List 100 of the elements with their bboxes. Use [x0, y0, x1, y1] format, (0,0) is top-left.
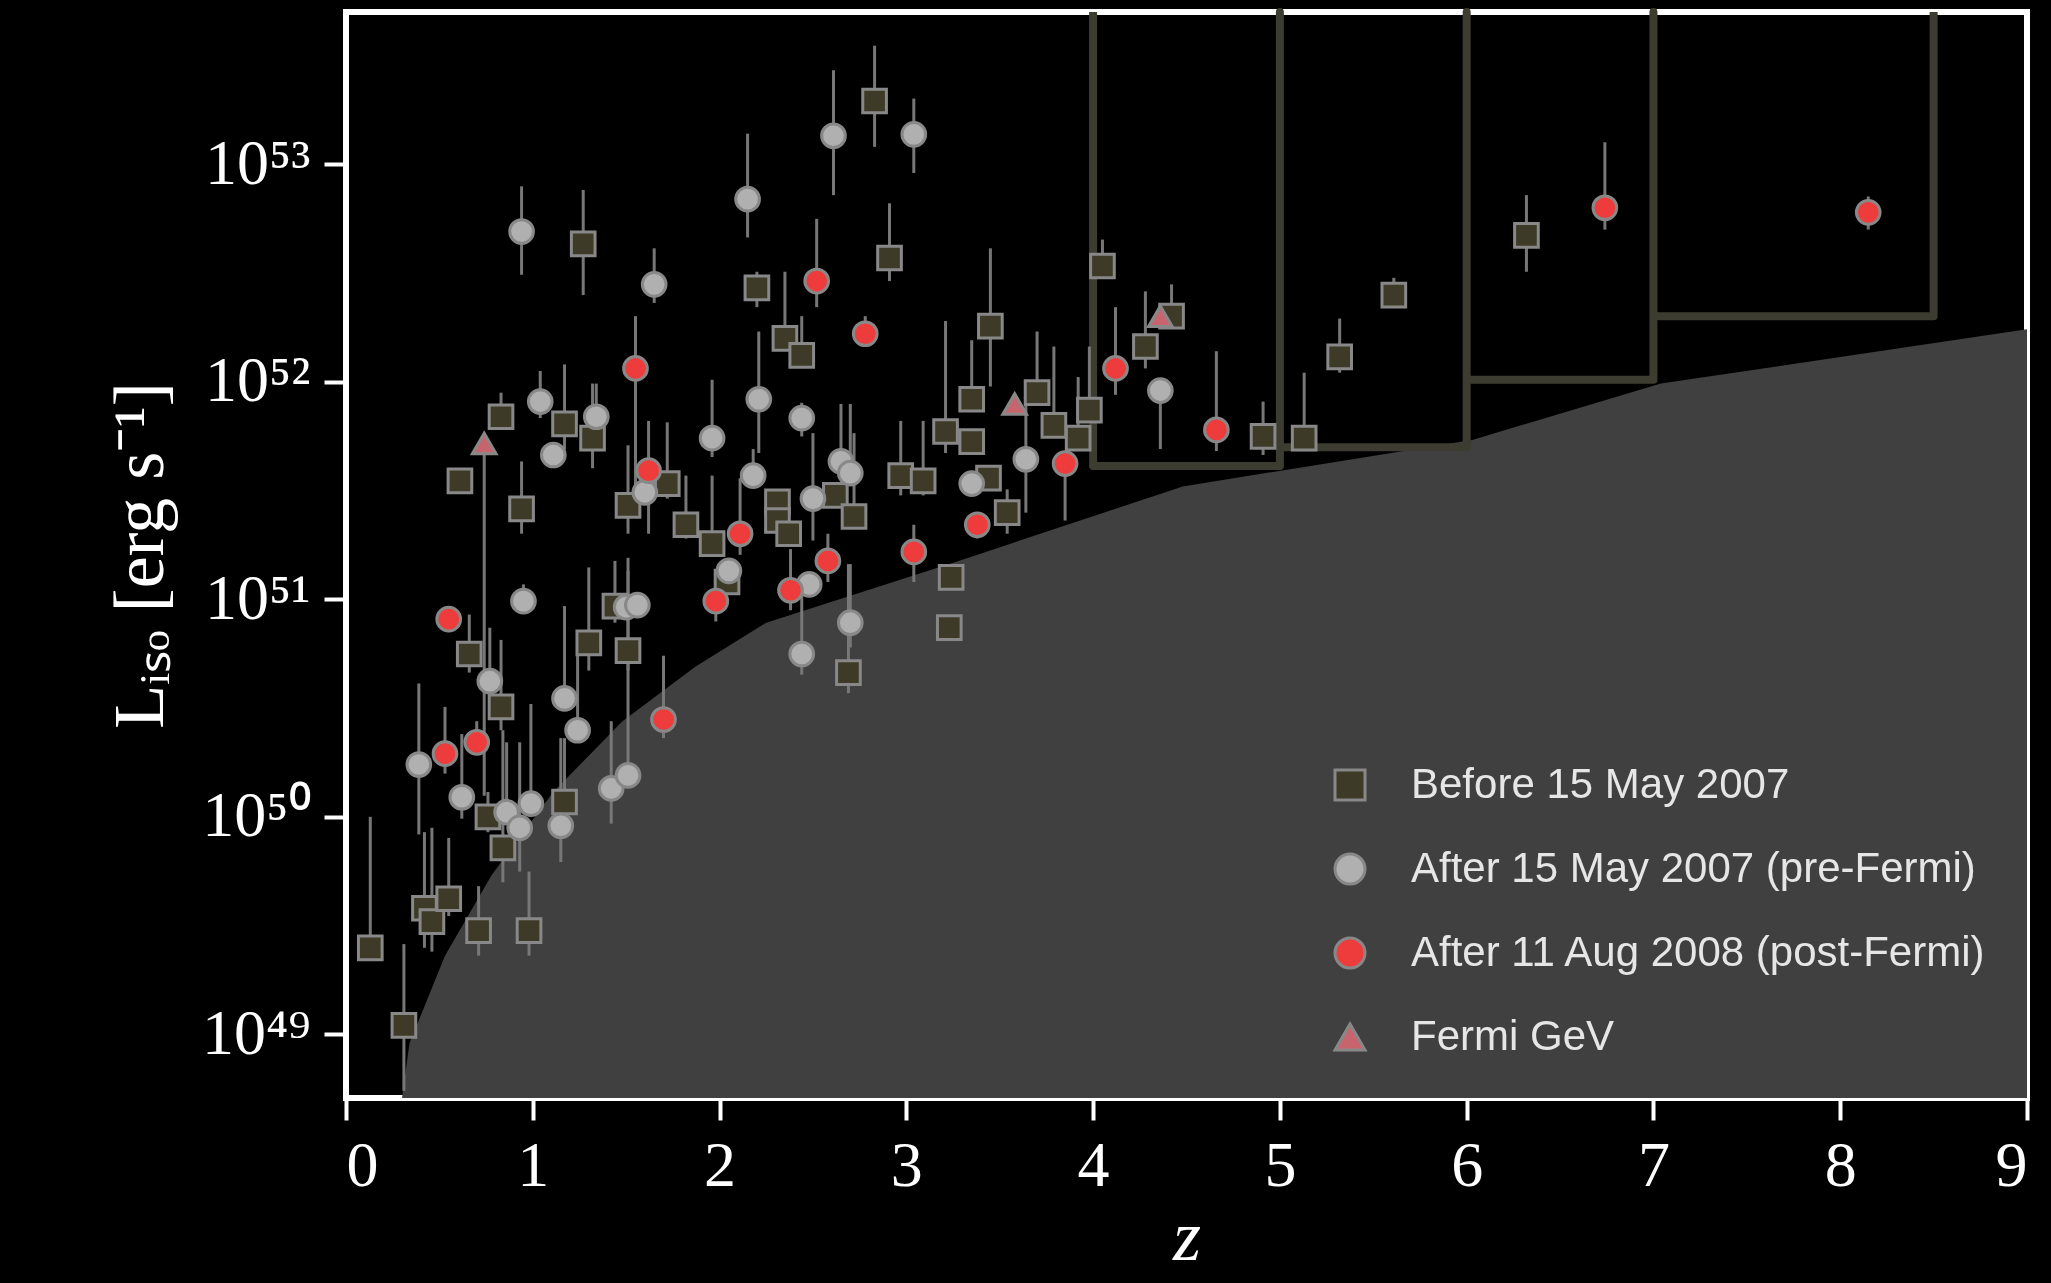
point: [1012, 445, 1040, 473]
point: [455, 640, 483, 668]
point: [1040, 411, 1068, 439]
point: [1147, 304, 1174, 328]
x-tick-label: 7: [1637, 1128, 1670, 1200]
point: [650, 706, 677, 733]
point: [1513, 222, 1540, 249]
point: [631, 479, 659, 506]
point: [390, 1012, 418, 1039]
point: [698, 530, 726, 558]
point: [635, 457, 662, 484]
x-tick-label: 8: [1824, 1128, 1857, 1200]
point: [932, 418, 959, 445]
point: [506, 814, 534, 842]
y-tick-label: 10⁵²: [205, 344, 311, 416]
point: [715, 557, 743, 585]
legend-label: Before 15 May 2007: [1411, 760, 1790, 807]
point: [775, 520, 802, 548]
point: [1290, 424, 1318, 452]
point: [356, 934, 384, 962]
point: [597, 775, 625, 802]
x-tick-label: 4: [1077, 1128, 1110, 1200]
x-tick-label: 1: [517, 1128, 550, 1200]
x-tick-label: 6: [1451, 1128, 1484, 1200]
point: [446, 467, 474, 495]
point: [743, 274, 771, 302]
point: [1132, 333, 1159, 360]
y-tick-label: 10⁴⁹: [201, 996, 311, 1068]
point: [1326, 343, 1353, 371]
point: [418, 908, 446, 935]
point: [431, 740, 459, 768]
point: [937, 564, 965, 591]
point: [993, 499, 1021, 526]
x-axis-title: z: [1171, 1195, 1202, 1276]
point: [551, 410, 578, 438]
point: [958, 385, 986, 413]
point: [515, 917, 543, 944]
point: [489, 834, 517, 862]
point: [640, 271, 668, 298]
point: [1076, 396, 1103, 424]
x-tick-label: 2: [704, 1128, 737, 1200]
point: [900, 121, 928, 148]
point: [672, 511, 700, 539]
point: [476, 667, 504, 695]
point: [803, 267, 831, 295]
point: [702, 587, 730, 615]
point: [539, 441, 567, 469]
legend-label: After 11 Aug 2008 (post-Fermi): [1411, 928, 1985, 975]
point: [1102, 355, 1129, 382]
y-axis-title: Lᵢₛₒ [erg s⁻¹]: [98, 382, 179, 729]
point: [435, 605, 463, 633]
point: [777, 576, 804, 604]
point: [564, 716, 591, 744]
point: [487, 403, 515, 431]
point: [836, 609, 864, 637]
point: [788, 342, 816, 369]
x-tick-label: 5: [1264, 1128, 1297, 1200]
point: [958, 428, 986, 455]
point: [624, 591, 651, 619]
x-tick-label: 9: [1995, 1128, 2028, 1200]
point: [963, 511, 991, 539]
point: [851, 320, 879, 348]
legend-label: Fermi GeV: [1411, 1012, 1615, 1059]
point: [614, 637, 642, 665]
point: [614, 762, 642, 789]
point: [508, 218, 535, 245]
point: [698, 424, 726, 452]
point: [836, 459, 864, 487]
point: [1064, 424, 1092, 452]
point: [900, 538, 928, 566]
point: [739, 462, 767, 489]
point: [470, 431, 498, 456]
point: [977, 312, 1004, 340]
point: [1203, 416, 1230, 444]
point: [547, 812, 575, 840]
y-tick-label: 10⁵¹: [205, 561, 311, 633]
point: [1089, 252, 1116, 280]
point: [1854, 199, 1882, 226]
point: [579, 424, 606, 452]
y-tick-label: 10⁵⁰: [202, 779, 311, 851]
point: [788, 640, 816, 668]
point: [569, 230, 597, 258]
point: [861, 87, 888, 115]
point: [575, 629, 603, 657]
point: [909, 467, 937, 495]
legend-label: After 15 May 2007 (pre-Fermi): [1411, 844, 1976, 891]
point: [582, 403, 610, 431]
point: [726, 520, 754, 548]
point: [1023, 379, 1051, 406]
point: [463, 728, 491, 756]
point: [840, 503, 868, 530]
point: [814, 547, 842, 575]
point: [799, 485, 827, 512]
y-tick-label: 10⁵³: [205, 126, 311, 198]
point: [517, 790, 545, 817]
point: [622, 355, 649, 382]
point: [551, 788, 578, 816]
point: [820, 122, 847, 150]
point: [448, 783, 476, 811]
point: [526, 388, 554, 415]
